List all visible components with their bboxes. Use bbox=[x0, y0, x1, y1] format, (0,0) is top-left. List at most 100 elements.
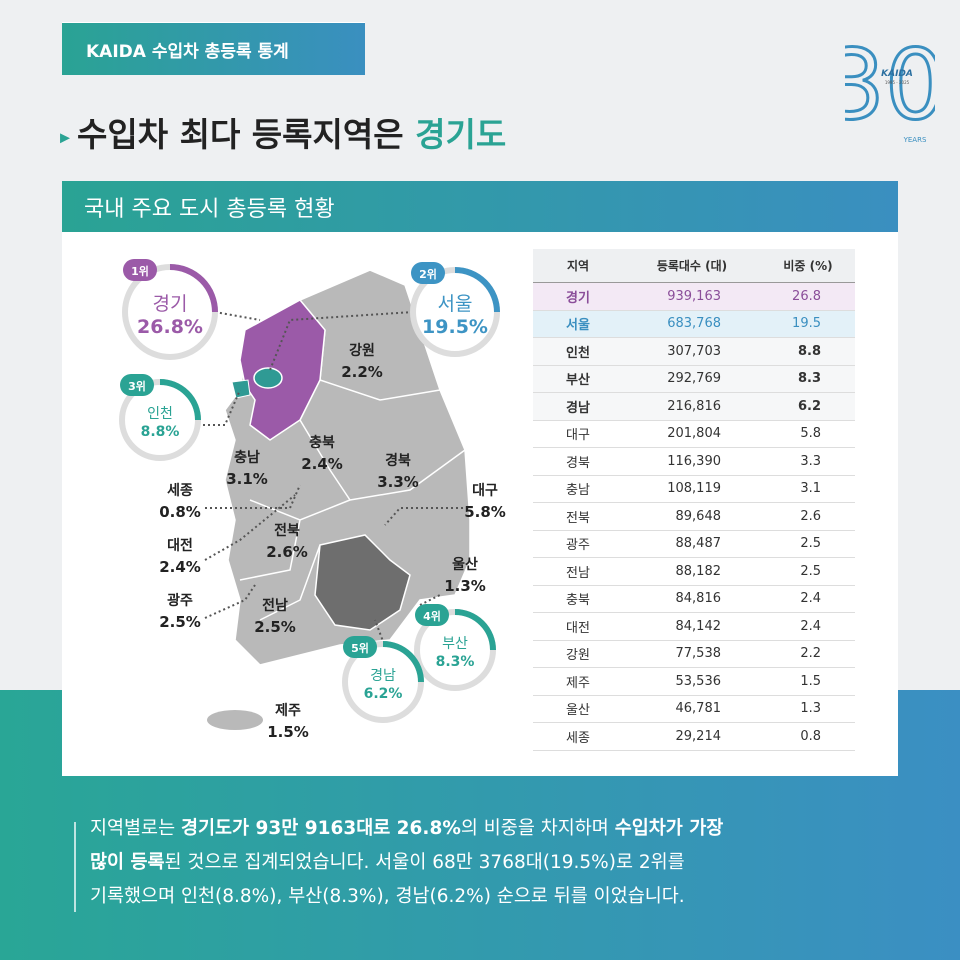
region-name: 경남 bbox=[370, 668, 396, 684]
title: ▸ 수입차 최다 등록지역은 경기도 bbox=[60, 108, 506, 156]
value-cell: 1.5 bbox=[761, 667, 855, 696]
table-row: 전남 88,182 2.5 bbox=[533, 557, 855, 586]
rank-label: 3위 bbox=[128, 380, 146, 393]
summary-text: 된 것으로 집계되었습니다. 서울이 68만 3768대(19.5%)로 2위를 bbox=[164, 852, 685, 873]
region-name: 경기 bbox=[153, 293, 188, 315]
value-cell: 292,769 bbox=[623, 365, 761, 393]
region-cell: 인천 bbox=[533, 337, 623, 366]
region-share: 2.5% bbox=[159, 613, 201, 631]
region-share: 5.8% bbox=[464, 503, 506, 521]
summary-text: 수입차가 가장 bbox=[614, 818, 724, 839]
region-name: 서울 bbox=[438, 293, 473, 315]
rank-badge bbox=[411, 262, 445, 284]
region-cell: 경기 bbox=[533, 282, 623, 311]
rank-label: 2위 bbox=[419, 268, 437, 281]
table-row: 울산 46,781 1.3 bbox=[533, 695, 855, 723]
region-cell: 광주 bbox=[533, 530, 623, 558]
title-marker: ▸ bbox=[60, 124, 78, 149]
region-share: 3.3% bbox=[377, 473, 419, 491]
value-cell: 2.6 bbox=[761, 502, 855, 531]
value-cell: 84,142 bbox=[623, 612, 761, 641]
region-cell: 충북 bbox=[533, 585, 623, 613]
value-cell: 2.2 bbox=[761, 640, 855, 668]
region-name: 충북 bbox=[309, 435, 335, 451]
logo-brand: KAIDA bbox=[881, 69, 913, 79]
region-cell: 충남 bbox=[533, 475, 623, 503]
table-row: 제주 53,536 1.5 bbox=[533, 667, 855, 696]
region-name: 충남 bbox=[234, 449, 260, 466]
region-share: 2.4% bbox=[301, 455, 343, 473]
value-cell: 26.8 bbox=[761, 282, 855, 311]
region-name: 강원 bbox=[349, 342, 375, 359]
value-cell: 19.5 bbox=[761, 310, 855, 338]
table-body: 경기 939,163 26.8 서울 683,768 19.5 인천 307,703 8.8 부산… bbox=[533, 282, 855, 751]
region-share: 26.8% bbox=[137, 316, 203, 338]
table-header: 지역 등록대수 (대) 비중 (%) bbox=[533, 249, 855, 283]
region-name: 전남 bbox=[262, 597, 288, 614]
summary-text: 많이 등록 bbox=[90, 852, 165, 873]
logo-number: 30 bbox=[845, 30, 935, 141]
rank-label: 5위 bbox=[351, 642, 369, 655]
table-row: 부산 292,769 8.3 bbox=[533, 365, 855, 393]
value-cell: 201,804 bbox=[623, 420, 761, 448]
value-cell: 2.4 bbox=[761, 585, 855, 613]
incheon-shape bbox=[231, 379, 251, 399]
rank-badge bbox=[120, 374, 154, 396]
region-name: 세종 bbox=[167, 483, 193, 499]
region-name: 인천 bbox=[147, 406, 173, 422]
value-cell: 77,538 bbox=[623, 640, 761, 668]
table-row: 인천 307,703 8.8 bbox=[533, 337, 855, 366]
table-row: 경기 939,163 26.8 bbox=[533, 282, 855, 311]
logo-years: YEARS bbox=[903, 136, 927, 144]
region-share: 2.2% bbox=[341, 363, 383, 381]
region-cell: 제주 bbox=[533, 667, 623, 696]
rank-arc bbox=[169, 264, 218, 313]
region-cell: 부산 bbox=[533, 365, 623, 393]
region-share: 6.2% bbox=[364, 686, 403, 702]
region-name: 울산 bbox=[452, 556, 478, 573]
value-cell: 1.3 bbox=[761, 695, 855, 723]
value-cell: 2.4 bbox=[761, 612, 855, 641]
region-name: 경북 bbox=[385, 452, 411, 469]
region-name: 부산 bbox=[442, 636, 468, 652]
value-cell: 683,768 bbox=[623, 310, 761, 338]
region-cell: 전북 bbox=[533, 502, 623, 531]
region-share: 0.8% bbox=[159, 503, 201, 521]
summary-line: 많이 등록된 것으로 집계되었습니다. 서울이 68만 3768대(19.5%)… bbox=[90, 846, 723, 880]
gyeonggi-shape bbox=[239, 299, 326, 441]
region-cell: 전남 bbox=[533, 557, 623, 586]
region-cell: 경남 bbox=[533, 392, 623, 421]
section-title: 국내 주요 도시 총등록 현황 bbox=[62, 181, 898, 232]
table-row: 세종 29,214 0.8 bbox=[533, 722, 855, 751]
value-cell: 8.3 bbox=[761, 365, 855, 393]
value-cell: 89,648 bbox=[623, 502, 761, 531]
table-row: 강원 77,538 2.2 bbox=[533, 640, 855, 668]
rank-arc bbox=[454, 609, 496, 651]
gyeongnam-shape bbox=[314, 534, 411, 631]
rank-arc bbox=[382, 641, 424, 683]
region-cell: 울산 bbox=[533, 695, 623, 723]
summary: 지역별로는 경기도가 93만 9163대로 26.8%의 비중을 차지하며 수입… bbox=[90, 812, 723, 914]
value-cell: 3.1 bbox=[761, 475, 855, 503]
value-cell: 29,214 bbox=[623, 722, 761, 751]
rank-label: 4위 bbox=[423, 610, 441, 623]
region-cell: 강원 bbox=[533, 640, 623, 668]
value-cell: 88,182 bbox=[623, 557, 761, 586]
logo: 30 KAIDA 1995 - 2025 YEARS bbox=[845, 30, 935, 144]
logo-years-range: 1995 - 2025 bbox=[885, 80, 910, 85]
region-cell: 경북 bbox=[533, 447, 623, 476]
rank-label: 1위 bbox=[131, 265, 149, 278]
table-row: 충남 108,119 3.1 bbox=[533, 475, 855, 503]
table-row: 서울 683,768 19.5 bbox=[533, 310, 855, 338]
value-cell: 216,816 bbox=[623, 392, 761, 421]
column-header: 지역 bbox=[533, 249, 623, 283]
region-share: 2.4% bbox=[159, 558, 201, 576]
value-cell: 3.3 bbox=[761, 447, 855, 476]
value-cell: 88,487 bbox=[623, 530, 761, 558]
table-row: 광주 88,487 2.5 bbox=[533, 530, 855, 558]
table-row: 경남 216,816 6.2 bbox=[533, 392, 855, 421]
table-row: 대구 201,804 5.8 bbox=[533, 420, 855, 448]
rank-badge bbox=[415, 604, 449, 626]
